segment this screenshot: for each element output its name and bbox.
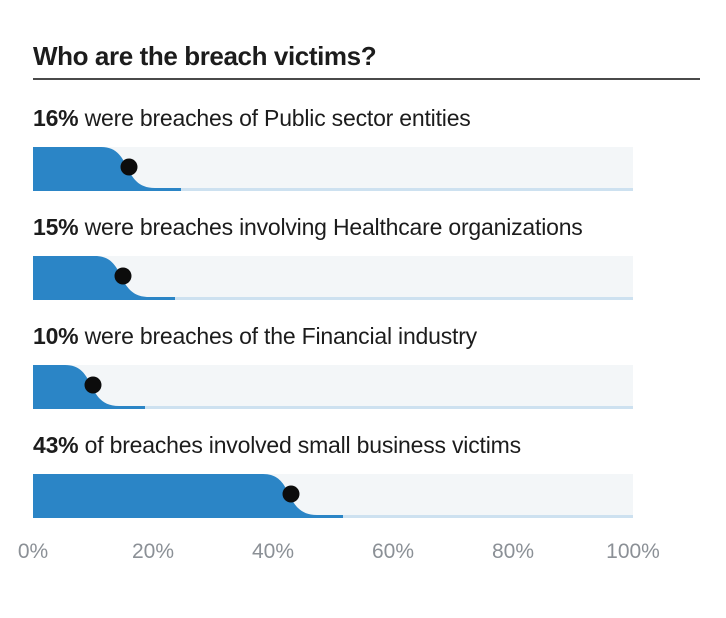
bar-label-text: were breaches involving Healthcare organ… bbox=[78, 214, 583, 240]
bar-label: 16% were breaches of Public sector entit… bbox=[33, 104, 726, 132]
chart-container: Who are the breach victims? 16% were bre… bbox=[0, 42, 726, 566]
bar-row-small-business: 43% of breaches involved small business … bbox=[33, 431, 726, 518]
bar-label: 15% were breaches involving Healthcare o… bbox=[33, 213, 726, 241]
bar-percent-value: 10% bbox=[33, 323, 79, 349]
bar-healthcare bbox=[33, 256, 633, 300]
title-rule bbox=[33, 78, 700, 80]
bar-percent-value: 43% bbox=[33, 432, 79, 458]
bar-public-sector bbox=[33, 147, 633, 191]
x-axis-tick: 40% bbox=[251, 540, 295, 563]
bar-label-text: were breaches of Public sector entities bbox=[78, 105, 471, 131]
x-axis-tick: 80% bbox=[491, 540, 535, 563]
bar-label: 10% were breaches of the Financial indus… bbox=[33, 322, 726, 350]
bar-rows: 16% were breaches of Public sector entit… bbox=[33, 104, 726, 518]
x-axis: 0% 20% 40% 60% 80% 100% bbox=[18, 540, 660, 566]
bar-row-financial: 10% were breaches of the Financial indus… bbox=[33, 322, 726, 409]
bar-label-text: were breaches of the Financial industry bbox=[78, 323, 478, 349]
bar-row-public-sector: 16% were breaches of Public sector entit… bbox=[33, 104, 726, 191]
x-axis-tick: 20% bbox=[131, 540, 175, 563]
bar-label: 43% of breaches involved small business … bbox=[33, 431, 726, 459]
x-axis-tick: 0% bbox=[17, 540, 49, 563]
bar-percent-value: 15% bbox=[33, 214, 79, 240]
bar-label-text: of breaches involved small business vict… bbox=[78, 432, 521, 458]
bar-percent-value: 16% bbox=[33, 105, 79, 131]
chart-title: Who are the breach victims? bbox=[33, 41, 377, 71]
bar-row-healthcare: 15% were breaches involving Healthcare o… bbox=[33, 213, 726, 300]
bar-small-business bbox=[33, 474, 633, 518]
x-axis-tick: 100% bbox=[606, 540, 660, 563]
bar-financial bbox=[33, 365, 633, 409]
x-axis-tick: 60% bbox=[371, 540, 415, 563]
